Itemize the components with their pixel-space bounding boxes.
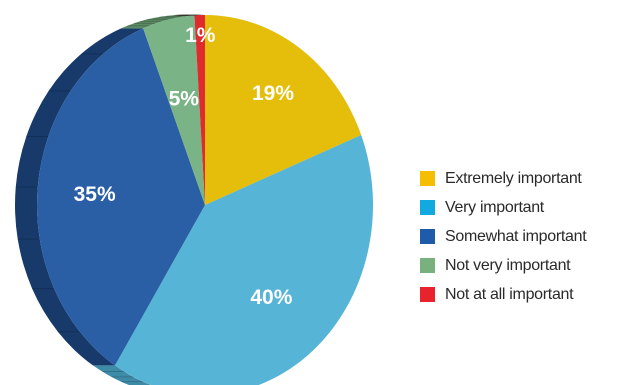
pie-chart: 19% 40% 35% 5% 1% xyxy=(15,14,373,385)
pie-slice-not-very-important xyxy=(143,15,205,205)
pie-slices xyxy=(36,15,373,385)
legend-label: Very important xyxy=(445,198,544,216)
pie-slice-somewhat-important xyxy=(36,28,205,366)
pie-slice-not-at-all-important xyxy=(194,15,205,205)
pie-3d-sides xyxy=(15,14,205,385)
pie-side-very-important xyxy=(92,365,152,385)
data-label-not-very-important: 5% xyxy=(169,87,200,110)
legend: Extremely important Very important Somewha… xyxy=(420,164,587,309)
legend-item: Very important xyxy=(420,193,586,222)
data-label-extremely-important: 19% xyxy=(252,82,294,105)
pie-slice-extremely-important xyxy=(205,15,362,205)
pie-data-labels: 19% 40% 35% 5% 1% xyxy=(74,24,295,309)
legend-item: Not very important xyxy=(420,251,586,280)
pie-slice-very-important xyxy=(114,135,373,385)
legend-item: Not at all important xyxy=(420,280,586,309)
legend-swatch xyxy=(420,229,435,244)
data-label-not-at-all-important: 1% xyxy=(185,24,216,47)
legend-swatch xyxy=(420,200,435,215)
legend-label: Not very important xyxy=(445,256,571,274)
pie-side-not-very-important xyxy=(121,15,195,29)
data-label-very-important: 40% xyxy=(250,286,292,309)
legend-label: Not at all important xyxy=(445,285,574,303)
legend-swatch xyxy=(420,171,435,186)
pie-side-somewhat-important xyxy=(15,28,144,366)
legend-item: Somewhat important xyxy=(420,222,587,251)
legend-label: Extremely important xyxy=(445,169,582,187)
legend-swatch xyxy=(420,287,435,302)
legend-label: Somewhat important xyxy=(445,227,587,245)
data-label-somewhat-important: 35% xyxy=(74,183,116,206)
legend-swatch xyxy=(420,258,435,273)
legend-item: Extremely important xyxy=(420,164,586,193)
